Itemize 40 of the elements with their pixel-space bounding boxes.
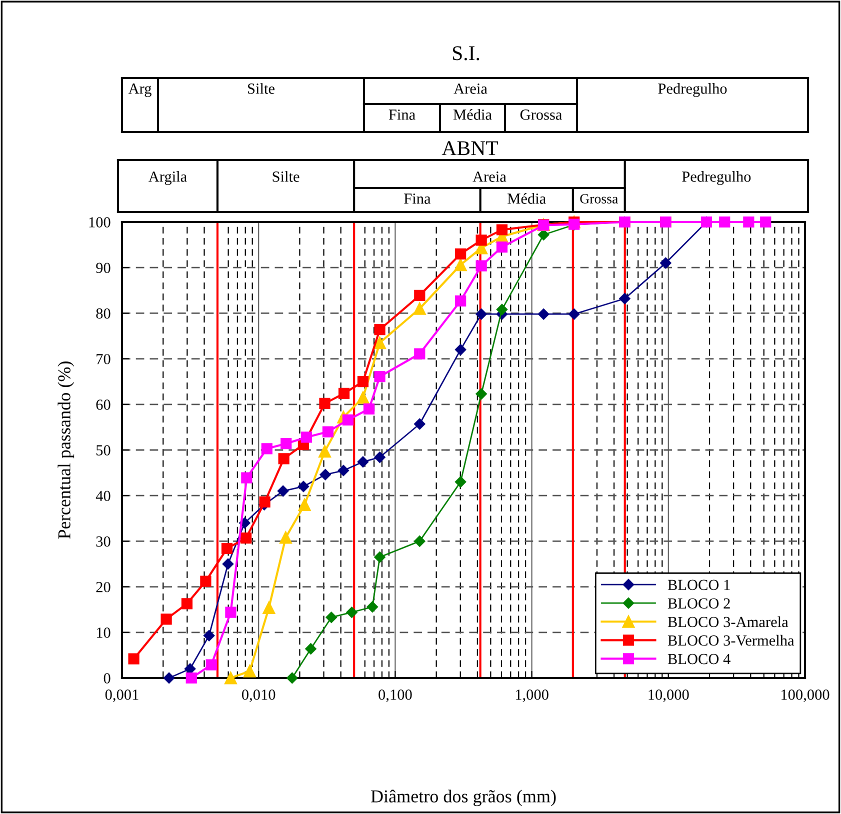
text: Pedregulho xyxy=(658,83,727,97)
x-tick-label: 10,000 xyxy=(648,690,689,702)
y-axis-title: Percentual passando (%) xyxy=(58,362,74,539)
legend-label: BLOCO 4 xyxy=(668,654,730,664)
text: Média xyxy=(508,193,546,204)
text: Média xyxy=(453,109,492,120)
x-axis-title: Diâmetro dos grãos (mm) xyxy=(371,790,556,806)
x-tick-label: 100,000 xyxy=(782,690,830,702)
x-tick-label: 0,001 xyxy=(105,690,138,702)
y-tick-label: 60 xyxy=(96,400,110,410)
text: Arg xyxy=(128,84,152,97)
x-tick-label: 0,100 xyxy=(378,690,412,702)
text: Grossa xyxy=(580,194,618,204)
legend-label: BLOCO 3-Amarela xyxy=(668,616,788,628)
y-tick-label: 30 xyxy=(96,536,110,547)
text: Silte xyxy=(248,83,274,94)
y-tick-label: 100 xyxy=(89,217,110,228)
y-tick-label: 10 xyxy=(96,628,110,638)
text: Fina xyxy=(388,110,416,120)
y-tick-label: 40 xyxy=(96,490,110,502)
y-tick-label: 20 xyxy=(96,582,110,592)
y-tick-label: 50 xyxy=(96,445,110,456)
text: Argila xyxy=(148,171,187,185)
x-tick-label: 1,000 xyxy=(516,690,548,702)
y-tick-label: 70 xyxy=(96,354,110,364)
y-tick-label: 80 xyxy=(96,308,110,319)
text: Fina xyxy=(404,194,431,204)
text: Silte xyxy=(272,171,300,182)
text: Grossa xyxy=(520,110,562,120)
text: Areia xyxy=(472,172,506,182)
text: S.I. xyxy=(452,46,480,60)
legend-label: BLOCO 1 xyxy=(668,580,730,590)
text: ABNT xyxy=(442,141,498,156)
legend-label: BLOCO 2 xyxy=(668,598,730,609)
y-tick-label: 90 xyxy=(96,262,110,274)
legend-label: BLOCO 3-Vermelha xyxy=(668,634,794,646)
y-tick-label: 0 xyxy=(104,673,110,684)
x-tick-label: 0,010 xyxy=(242,690,276,702)
text: Areia xyxy=(454,84,488,94)
text: Pedregulho xyxy=(682,171,751,185)
